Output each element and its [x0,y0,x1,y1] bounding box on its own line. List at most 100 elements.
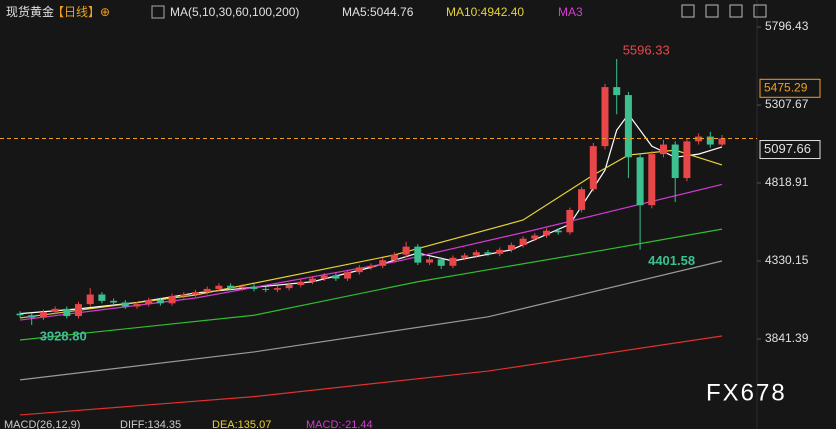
candle [648,150,656,209]
moving-average-line [19,113,723,315]
candle-body [133,304,141,307]
diff-label: DIFF:134.35 [120,419,181,429]
high-annotation: 5596.33 [623,42,670,57]
candle-body [601,87,609,147]
candle-body [636,157,644,206]
candle-body [203,288,211,293]
candle-body [379,260,387,266]
candle [121,300,129,309]
candle-body [192,292,199,295]
candle-body [449,257,457,266]
toolbar [681,4,767,18]
candle [706,131,714,148]
candle [355,264,363,275]
candle [426,256,433,265]
candle-body [496,249,504,254]
candle [671,141,679,202]
current-price-label: 5097.66 [764,141,811,156]
candle-body [578,189,586,210]
candle-body [472,252,480,256]
candle-body [671,144,679,179]
candle-body [28,315,36,318]
candle [449,255,457,269]
tool-icon[interactable] [705,4,719,18]
candle-body [16,313,24,316]
candle [63,306,71,319]
candle-body [180,294,188,297]
tool-icon[interactable] [753,4,767,18]
candle [414,244,422,265]
candle-body [285,284,293,289]
marker-price-box [759,78,821,98]
candle [273,285,281,293]
candle-body [227,285,235,289]
candle [660,139,667,158]
moving-average-line [19,183,723,321]
ma-icon[interactable] [151,5,165,19]
candle-body [507,245,515,250]
current-price-box [759,140,821,160]
candle [98,292,106,304]
candle [285,282,293,291]
y-tick-label: 5307.67 [765,97,809,111]
candle-body [426,259,433,263]
candle [367,263,375,270]
candle-body [156,300,164,304]
candle-body [589,146,597,190]
candle [519,236,527,248]
candle [683,138,691,182]
candle [297,279,305,288]
candle [613,58,621,115]
candle [589,142,597,192]
candle-body [367,265,375,268]
y-tick-label: 3841.39 [765,331,809,345]
candle-body [332,275,340,279]
candle-body [168,296,176,304]
candle-body [695,136,703,142]
candle-body [402,246,410,255]
candle [566,207,574,235]
candle-body [660,144,667,155]
candle-body [86,294,94,305]
candle-body [613,87,621,96]
candle [332,272,340,281]
marker-price-label: 5475.29 [764,80,808,94]
candle-body [390,254,398,261]
candle-body [706,136,714,145]
candle-body [624,95,632,158]
candle-body [63,308,71,317]
y-tick-label: 4818.91 [765,175,809,189]
candle-body [273,288,281,290]
candle [624,91,632,179]
candle-body [98,294,106,301]
candle [75,301,82,319]
candle [601,83,609,150]
tool-icon[interactable] [729,4,743,18]
candle-body [51,308,59,313]
candle [250,284,258,292]
candle [215,283,223,292]
candle [390,252,398,263]
candle-body [121,302,129,307]
candle-body [484,252,492,254]
candle-body [461,255,469,258]
candle [554,228,562,235]
candle [238,284,246,291]
candle-body [566,209,574,233]
candle [543,228,550,238]
candle-body [683,141,691,179]
low-annotation: 3928.80 [40,328,87,343]
period-icon[interactable]: ⊕ [100,5,110,19]
candle-body [75,304,82,317]
macd-label: MACD(26,12,9) [4,419,80,429]
candle [484,249,492,257]
candle-body [320,275,328,279]
candle-body [145,300,153,305]
candle [203,286,211,295]
candle [51,306,59,315]
candle-body [262,288,270,290]
candle-body [309,278,316,282]
candle [145,297,153,307]
tool-icon[interactable] [681,4,695,18]
candle [718,134,726,147]
